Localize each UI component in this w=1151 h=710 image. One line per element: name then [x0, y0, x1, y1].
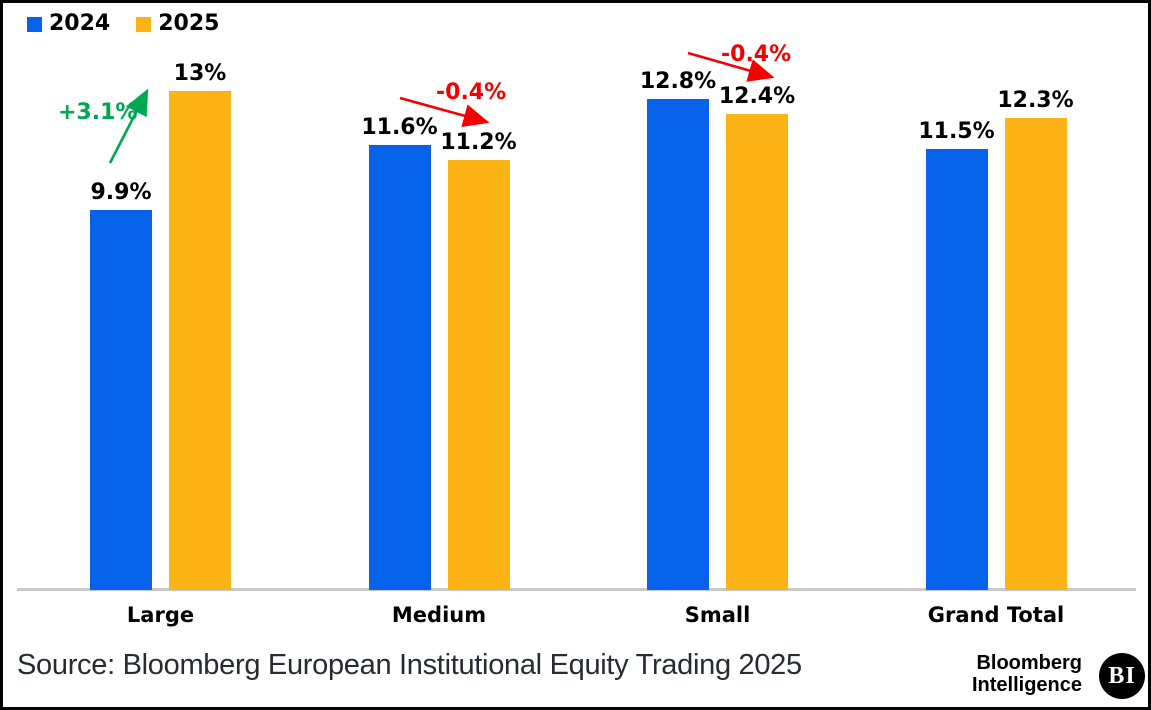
- bar-2024-medium: [368, 145, 431, 590]
- bloomberg-intelligence-logo: Bloomberg Intelligence: [972, 652, 1082, 696]
- annotation-arrow-medium: [399, 96, 490, 128]
- legend-label-2024: 2024: [49, 11, 111, 36]
- legend-swatch-2025: [136, 16, 152, 32]
- bar-2025-grand-total: [1004, 118, 1067, 590]
- source-text: Source: Bloomberg European Institutional…: [17, 649, 802, 681]
- legend-item-2024: 2024: [27, 13, 110, 35]
- bar-2025-medium: [447, 160, 510, 590]
- bar-value-label-2025-grand-total: 12.3%: [997, 88, 1074, 113]
- category-label-small: Small: [684, 603, 751, 627]
- legend-swatch-2024: [27, 16, 42, 32]
- bi-badge-icon: BI: [1099, 653, 1145, 699]
- bar-2024-large: [90, 210, 152, 590]
- bar-2024-small: [647, 99, 709, 590]
- bar-value-label-2024-small: 12.8%: [639, 69, 717, 94]
- bar-2025-large: [169, 91, 231, 590]
- bar-value-label-2025-small: 12.4%: [718, 84, 796, 109]
- brand-line-2: Intelligence: [971, 674, 1082, 696]
- legend-label-2025: 2025: [158, 11, 220, 36]
- annotation-text-large: +3.1%: [58, 100, 138, 125]
- bar-value-label-2024-grand-total: 11.5%: [918, 119, 995, 144]
- legend: 2024 2025: [27, 13, 219, 35]
- annotation-text-small: -0.4%: [721, 42, 792, 67]
- category-label-medium: Medium: [391, 603, 487, 627]
- category-label-grand-total: Grand Total: [927, 603, 1065, 627]
- bar-2024-grand-total: [925, 149, 988, 590]
- annotation-arrow-large: [108, 88, 149, 164]
- bar-value-label-2024-medium: 11.6%: [361, 115, 438, 140]
- bar-value-label-2025-medium: 11.2%: [440, 130, 517, 155]
- brand-line-1: Bloomberg: [976, 652, 1082, 674]
- legend-item-2025: 2025: [136, 13, 219, 35]
- bar-value-label-2025-large: 13%: [173, 61, 227, 86]
- bar-2025-small: [726, 114, 788, 590]
- annotation-arrows: [108, 51, 775, 164]
- bar-value-label-2024-large: 9.9%: [90, 180, 152, 205]
- annotation-arrow-small: [687, 51, 775, 82]
- bars-layer: 9.9% 11.6% 12.8% 11.5% 13% 11.2% 12.4% 12.3% Lar…: [3, 3, 1148, 707]
- category-label-large: Large: [126, 603, 195, 627]
- annotations-layer: +3.1% -0.4% -0.4%: [3, 3, 1148, 707]
- annotation-text-medium: -0.4%: [436, 80, 507, 105]
- x-axis-baseline: [17, 588, 1136, 591]
